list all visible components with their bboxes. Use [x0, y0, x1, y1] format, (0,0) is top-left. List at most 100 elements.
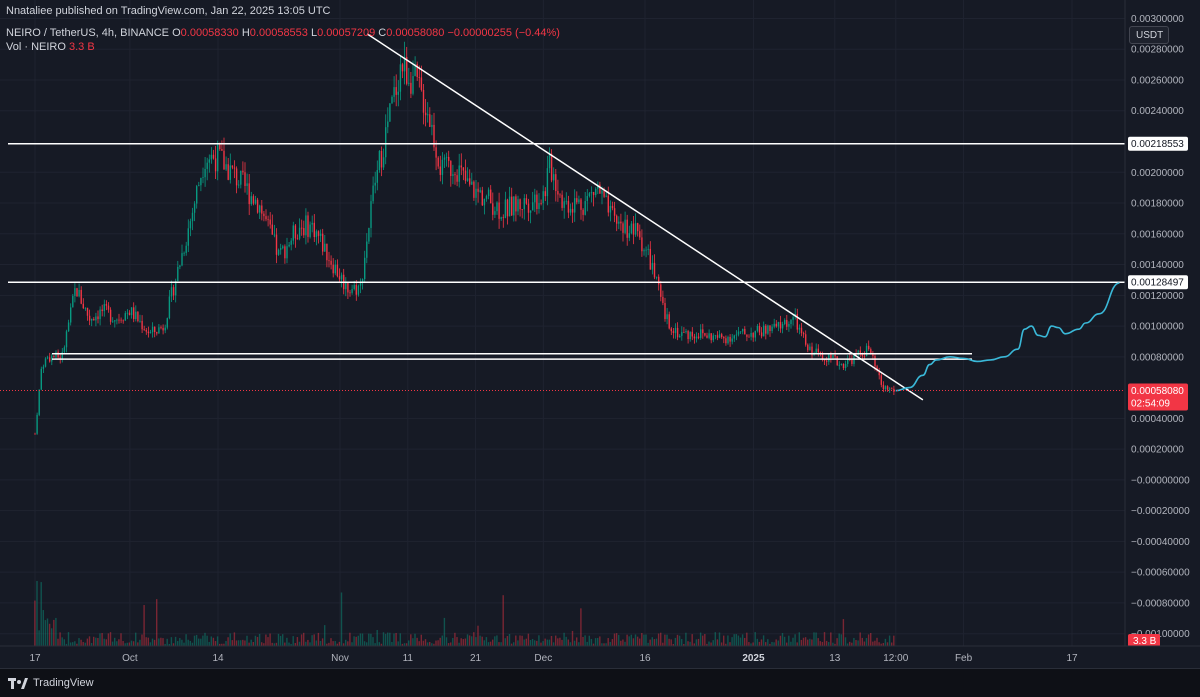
- candle-body: [716, 335, 719, 338]
- y-tick-label: 0.00300000: [1131, 14, 1184, 25]
- candle-body: [235, 168, 238, 186]
- candle-body: [712, 335, 714, 341]
- candle-body: [72, 295, 74, 308]
- volume-bar: [536, 640, 538, 646]
- volume-bar: [531, 638, 534, 646]
- volume-bar: [103, 638, 105, 646]
- volume-bar: [653, 639, 656, 646]
- volume-bar: [576, 637, 578, 646]
- volume-bar: [609, 642, 611, 646]
- candle-body: [700, 329, 702, 338]
- volume-bar: [773, 642, 775, 646]
- change-value: −0.00000255 (−0.44%): [447, 27, 560, 39]
- candle-body: [889, 388, 891, 390]
- price-chart[interactable]: 0.00300000 0.00280000 0.00260000 0.00240000…: [0, 0, 1200, 668]
- candle-body: [540, 203, 542, 204]
- candle-body: [752, 332, 754, 338]
- volume-bar: [36, 580, 38, 646]
- candle-body: [469, 178, 471, 185]
- candle-body: [420, 77, 423, 90]
- last-price-label: 0.00058080: [1131, 386, 1184, 397]
- volume-bar: [685, 632, 687, 646]
- volume-bar: [832, 642, 834, 646]
- candle-body: [403, 57, 406, 72]
- volume-bar: [139, 639, 141, 646]
- symbol-name[interactable]: NEIRO / TetherUS, 4h, BINANCE: [6, 27, 170, 39]
- volume-bar: [481, 636, 483, 646]
- volume-bar: [626, 634, 628, 646]
- candle-body: [200, 177, 202, 186]
- candle-body: [687, 331, 689, 340]
- time-axis[interactable]: 17 Oct 14 Nov 11 21 Dec 16 2025 13 12:00 Feb 17: [0, 645, 1200, 668]
- candle-body: [721, 334, 723, 338]
- candle-body: [166, 318, 168, 328]
- volume-bar: [111, 641, 114, 646]
- volume-bar: [693, 643, 695, 646]
- volume-bar: [237, 640, 240, 646]
- volume-bar: [802, 637, 805, 646]
- candle-body: [880, 375, 882, 385]
- candle-body: [361, 279, 364, 283]
- volume-bar: [408, 640, 410, 646]
- volume-bar: [815, 632, 817, 646]
- candle-body: [380, 150, 383, 168]
- volume-bar: [351, 642, 353, 646]
- volume-bar: [376, 629, 378, 646]
- candle-body: [219, 143, 221, 150]
- projection-path[interactable]: [895, 282, 1120, 392]
- candle-body: [718, 334, 721, 338]
- volume-bar: [678, 635, 681, 646]
- candle-body: [273, 234, 276, 236]
- volume-bar: [622, 639, 624, 646]
- candle-body: [221, 149, 223, 151]
- downtrend-line[interactable]: [366, 33, 924, 401]
- volume-bar: [246, 635, 248, 646]
- volume-bar: [647, 642, 649, 646]
- candle-body: [586, 195, 588, 202]
- volume-bar: [141, 634, 143, 646]
- candle-body: [456, 175, 458, 182]
- candle-body: [805, 334, 807, 345]
- candle-body: [185, 245, 187, 253]
- candle-body: [118, 319, 120, 321]
- volume-bar: [540, 642, 542, 646]
- volume-label[interactable]: Vol · NEIRO: [6, 41, 66, 53]
- volume-bar: [99, 633, 101, 646]
- candle-body: [649, 248, 651, 270]
- low-label: L: [310, 27, 318, 39]
- level-price-tag-1: [1128, 275, 1188, 290]
- candle-body: [563, 201, 565, 208]
- candle-body: [639, 231, 641, 238]
- candle-body: [746, 334, 748, 337]
- candle-body: [647, 248, 649, 250]
- y-tick-label: −0.00020000: [1131, 506, 1190, 517]
- candle-body: [217, 143, 219, 172]
- volume-bar: [267, 637, 269, 646]
- volume-bar: [216, 636, 219, 646]
- volume-bar: [498, 642, 500, 646]
- countdown-label: 02:54:09: [1131, 399, 1170, 410]
- candle-body: [208, 159, 210, 163]
- price-axis[interactable]: 0.00300000 0.00280000 0.00260000 0.00240000…: [1124, 0, 1200, 668]
- candle-body: [326, 243, 328, 261]
- currency-button[interactable]: USDT: [1129, 26, 1169, 44]
- volume-bar: [74, 641, 76, 646]
- x-tick-label: 12:00: [883, 653, 908, 664]
- volume-bar: [733, 634, 735, 646]
- candle-body: [36, 414, 38, 434]
- volume-bar: [135, 632, 137, 646]
- volume-bar: [712, 640, 714, 646]
- volume-bar: [706, 643, 708, 646]
- candle-body: [214, 158, 217, 172]
- candle-body: [385, 127, 387, 158]
- volume-bar: [183, 642, 185, 646]
- volume-bar: [851, 642, 853, 646]
- tradingview-brand[interactable]: TradingView: [8, 677, 94, 689]
- volume-bar: [336, 643, 338, 646]
- candle-body: [345, 282, 347, 290]
- candle-body: [580, 199, 582, 210]
- volume-bar: [592, 643, 595, 646]
- volume-bar: [219, 643, 221, 646]
- volume-bar: [391, 641, 393, 646]
- volume-bar: [145, 637, 147, 646]
